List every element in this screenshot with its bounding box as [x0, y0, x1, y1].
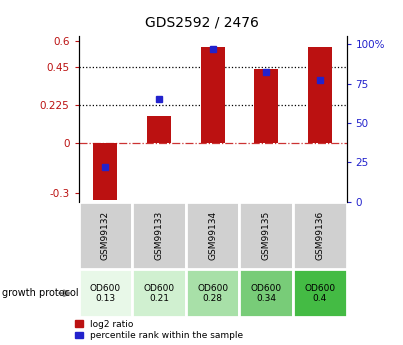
Legend: log2 ratio, percentile rank within the sample: log2 ratio, percentile rank within the s…	[75, 320, 243, 341]
Bar	[132, 202, 186, 269]
Bar	[293, 269, 347, 317]
Bar	[93, 143, 117, 200]
Text: OD600
0.13: OD600 0.13	[90, 284, 121, 303]
Bar	[239, 202, 293, 269]
Bar	[293, 202, 347, 269]
Bar	[254, 69, 278, 143]
Bar	[147, 116, 171, 143]
Text: OD600
0.28: OD600 0.28	[197, 284, 228, 303]
Text: GSM99134: GSM99134	[208, 211, 217, 260]
Bar	[201, 47, 224, 143]
Bar	[186, 202, 239, 269]
Text: GDS2592 / 2476: GDS2592 / 2476	[145, 16, 258, 30]
Bar	[186, 269, 239, 317]
Text: GSM99136: GSM99136	[315, 211, 324, 260]
Bar	[132, 269, 186, 317]
Text: OD600
0.34: OD600 0.34	[251, 284, 282, 303]
Text: GSM99135: GSM99135	[262, 211, 271, 260]
Text: GSM99132: GSM99132	[101, 211, 110, 260]
Text: growth protocol: growth protocol	[2, 288, 79, 298]
Text: OD600
0.4: OD600 0.4	[304, 284, 335, 303]
Text: OD600
0.21: OD600 0.21	[143, 284, 174, 303]
Bar	[239, 269, 293, 317]
Bar	[79, 202, 132, 269]
Bar	[79, 269, 132, 317]
Text: GSM99133: GSM99133	[154, 211, 164, 260]
Bar	[308, 47, 332, 143]
